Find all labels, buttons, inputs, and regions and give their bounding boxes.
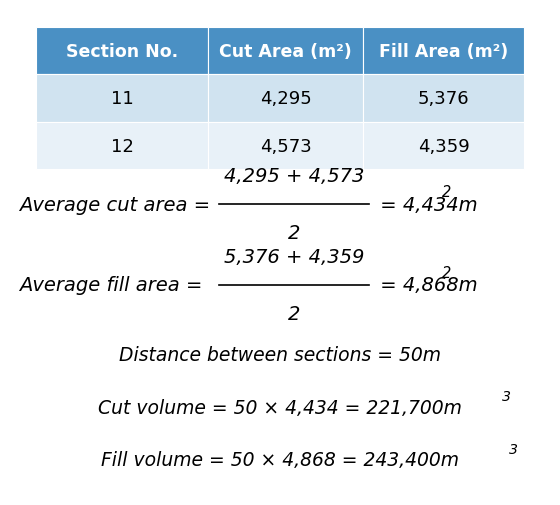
Text: 4,359: 4,359 (418, 137, 469, 156)
FancyBboxPatch shape (36, 75, 208, 123)
Text: Fill volume = 50 × 4,868 = 243,400m: Fill volume = 50 × 4,868 = 243,400m (101, 450, 459, 469)
Text: 3: 3 (509, 442, 518, 456)
Text: 5,376 + 4,359: 5,376 + 4,359 (223, 247, 364, 266)
FancyBboxPatch shape (363, 28, 524, 75)
Text: 4,573: 4,573 (260, 137, 311, 156)
Text: Average fill area =: Average fill area = (20, 276, 209, 294)
FancyBboxPatch shape (363, 123, 524, 170)
FancyBboxPatch shape (363, 75, 524, 123)
Text: 4,295 + 4,573: 4,295 + 4,573 (223, 167, 364, 186)
Text: 4,295: 4,295 (260, 90, 311, 108)
Text: 5,376: 5,376 (418, 90, 469, 108)
Text: 2: 2 (288, 304, 300, 323)
Text: = 4,868m: = 4,868m (374, 276, 478, 294)
Text: = 4,434m: = 4,434m (374, 195, 478, 215)
Text: Cut volume = 50 × 4,434 = 221,700m: Cut volume = 50 × 4,434 = 221,700m (98, 398, 462, 417)
Text: Cut Area (m²): Cut Area (m²) (219, 42, 352, 61)
Text: 3: 3 (502, 389, 511, 403)
Text: Distance between sections = 50m: Distance between sections = 50m (119, 345, 441, 365)
Text: Fill Area (m²): Fill Area (m²) (379, 42, 508, 61)
FancyBboxPatch shape (208, 123, 363, 170)
Text: 11: 11 (111, 90, 133, 108)
FancyBboxPatch shape (36, 28, 208, 75)
FancyBboxPatch shape (208, 28, 363, 75)
Text: Average cut area =: Average cut area = (20, 195, 217, 215)
FancyBboxPatch shape (36, 123, 208, 170)
Text: 2: 2 (442, 265, 451, 280)
Text: Section No.: Section No. (66, 42, 178, 61)
Text: 12: 12 (110, 137, 133, 156)
Text: 2: 2 (442, 185, 451, 200)
Text: 2: 2 (288, 224, 300, 243)
FancyBboxPatch shape (208, 75, 363, 123)
